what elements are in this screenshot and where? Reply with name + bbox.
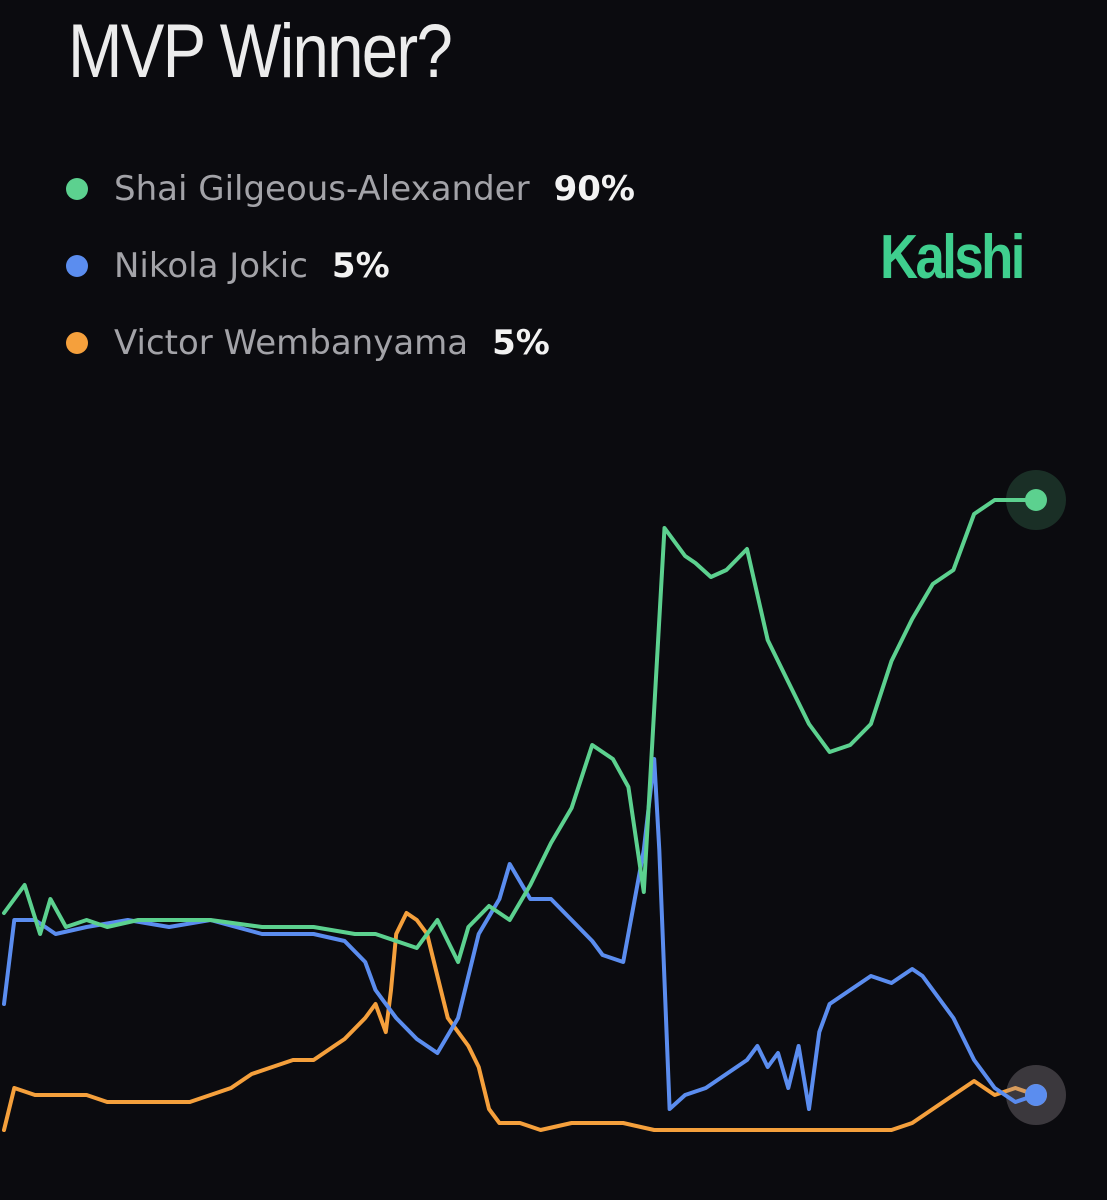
- chart-title: MVP Winner?: [68, 9, 453, 94]
- kalshi-logo: Kalshi: [880, 223, 1025, 292]
- legend-value: 90%: [553, 168, 635, 209]
- legend-dot-icon: [66, 177, 88, 200]
- endpoint-dot[interactable]: [1025, 489, 1047, 511]
- legend-name: Victor Wembanyama: [114, 322, 469, 363]
- series-line: [2, 757, 1038, 1111]
- legend-dot-icon: [66, 254, 88, 277]
- legend-value: 5%: [492, 322, 550, 363]
- legend-name: Nikola Jokic: [114, 245, 308, 286]
- endpoint-dot[interactable]: [1025, 1084, 1047, 1106]
- legend-dot-icon: [66, 331, 88, 354]
- series-line: [2, 498, 1038, 964]
- legend-name: Shai Gilgeous-Alexander: [114, 168, 530, 209]
- series-shai-gilgeous-alexander: [2, 470, 1066, 964]
- legend-item-wembanyama[interactable]: Victor Wembanyama 5%: [66, 304, 635, 381]
- series-victor-wembanyama: [2, 911, 1066, 1132]
- series-line: [2, 911, 1038, 1132]
- legend-item-jokic[interactable]: Nikola Jokic 5%: [66, 227, 635, 304]
- series-nikola-jokic: [2, 757, 1066, 1125]
- legend-item-shai[interactable]: Shai Gilgeous-Alexander 90%: [66, 150, 635, 227]
- legend: Shai Gilgeous-Alexander 90% Nikola Jokic…: [66, 150, 635, 381]
- legend-value: 5%: [331, 245, 390, 286]
